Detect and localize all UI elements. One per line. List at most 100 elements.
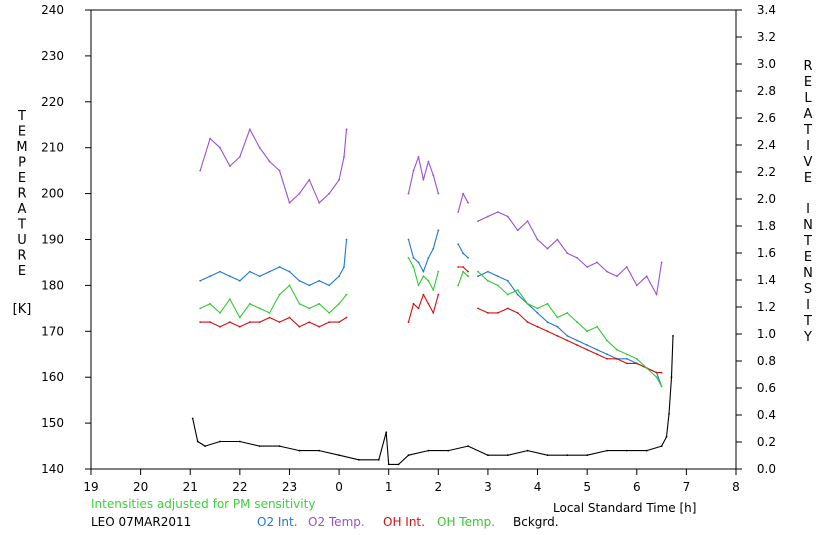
left-axis-title-letter: U [17, 233, 27, 248]
y-right-tick-label: 2.4 [757, 138, 776, 152]
data-point [437, 270, 440, 273]
series-line [477, 271, 663, 387]
data-point [566, 252, 569, 255]
x-tick-label: 19 [83, 480, 98, 494]
data-point [288, 316, 291, 319]
data-point [526, 220, 529, 223]
data-point [645, 367, 648, 369]
data-point [536, 238, 539, 241]
data-point [457, 243, 460, 246]
data-point [546, 247, 549, 250]
data-point [258, 275, 261, 278]
data-point [496, 284, 499, 287]
data-point [268, 270, 271, 273]
y-left-tick-label: 230 [41, 49, 64, 63]
data-point [328, 321, 331, 323]
data-point [427, 257, 430, 259]
data-point [645, 449, 648, 452]
data-point [377, 458, 380, 461]
y-right-tick-label: 0.2 [757, 435, 776, 449]
data-point [506, 454, 509, 457]
data-point [288, 270, 291, 273]
y-right-tick-label: 1.8 [757, 219, 776, 233]
data-point [586, 454, 589, 457]
data-point [447, 449, 450, 452]
data-point [635, 284, 638, 287]
y-right-tick-label: 0.0 [757, 462, 776, 476]
data-point [665, 436, 668, 438]
data-point [526, 449, 529, 452]
y-right-tick-label: 0.6 [757, 381, 776, 395]
data-point [229, 321, 231, 323]
y-right-tick-label: 2.8 [757, 84, 776, 98]
x-tick-label: 5 [583, 480, 591, 494]
data-point [668, 413, 670, 415]
left-axis-title-letter: E [18, 171, 26, 186]
x-tick-label: 2 [434, 480, 442, 494]
data-point [606, 449, 608, 452]
data-point [248, 128, 251, 131]
data-point [487, 312, 489, 314]
legend-entry: O2 Temp. [308, 515, 365, 529]
data-point [660, 385, 663, 388]
y-right-tick-label: 0.4 [757, 408, 776, 422]
right-axis-title-letter: E [804, 171, 812, 186]
station-date: LEO 07MAR2011 [91, 515, 191, 529]
data-point [417, 307, 420, 310]
data-point [546, 302, 549, 305]
data-point [616, 357, 618, 360]
y-right-tick-label: 2.2 [757, 165, 776, 179]
data-point [516, 312, 519, 314]
data-point [546, 330, 549, 333]
x-tick-label: 0 [335, 480, 343, 494]
y-left-tick-label: 180 [41, 278, 64, 292]
data-point [318, 302, 321, 305]
data-point [338, 321, 340, 323]
data-point [238, 440, 241, 443]
right-axis-title-letter: Y [803, 330, 812, 345]
data-point [407, 321, 410, 323]
data-point [487, 454, 489, 457]
data-point [660, 371, 663, 374]
left-axis-title-letter: R [17, 249, 26, 264]
y-right-tick-label: 3.2 [757, 30, 776, 44]
data-point [526, 302, 529, 305]
data-point [407, 454, 410, 457]
data-point [546, 321, 549, 323]
right-axis-title-letter: I [806, 139, 810, 154]
data-point [670, 376, 673, 379]
data-point [338, 454, 340, 457]
data-point [606, 353, 608, 356]
data-point [219, 270, 221, 273]
data-point [308, 284, 311, 287]
data-point [397, 463, 400, 466]
data-point [586, 330, 589, 333]
data-point [516, 229, 519, 232]
data-point [606, 270, 608, 273]
data-point [407, 192, 410, 195]
data-point [417, 156, 420, 158]
right-axis-title-letter: N [803, 266, 813, 281]
right-axis-title-letter: T [803, 123, 812, 138]
data-point [427, 449, 430, 452]
y-right-tick-label: 3.0 [757, 57, 776, 71]
right-axis-title-letter: T [803, 234, 812, 249]
data-point [191, 417, 194, 420]
y-left-tick-label: 200 [41, 187, 64, 201]
data-point [655, 376, 658, 379]
data-point [209, 302, 212, 305]
series-line [407, 294, 439, 323]
data-point [467, 201, 469, 204]
x-tick-label: 8 [732, 480, 740, 494]
data-point [586, 348, 589, 351]
data-point [635, 357, 638, 360]
data-point [268, 160, 271, 163]
data-point [345, 316, 348, 319]
data-point [437, 229, 440, 232]
data-point [536, 307, 539, 310]
data-point [625, 353, 628, 356]
data-point [635, 362, 638, 365]
data-point [556, 325, 559, 328]
series-line [477, 271, 663, 387]
data-point [506, 307, 509, 310]
